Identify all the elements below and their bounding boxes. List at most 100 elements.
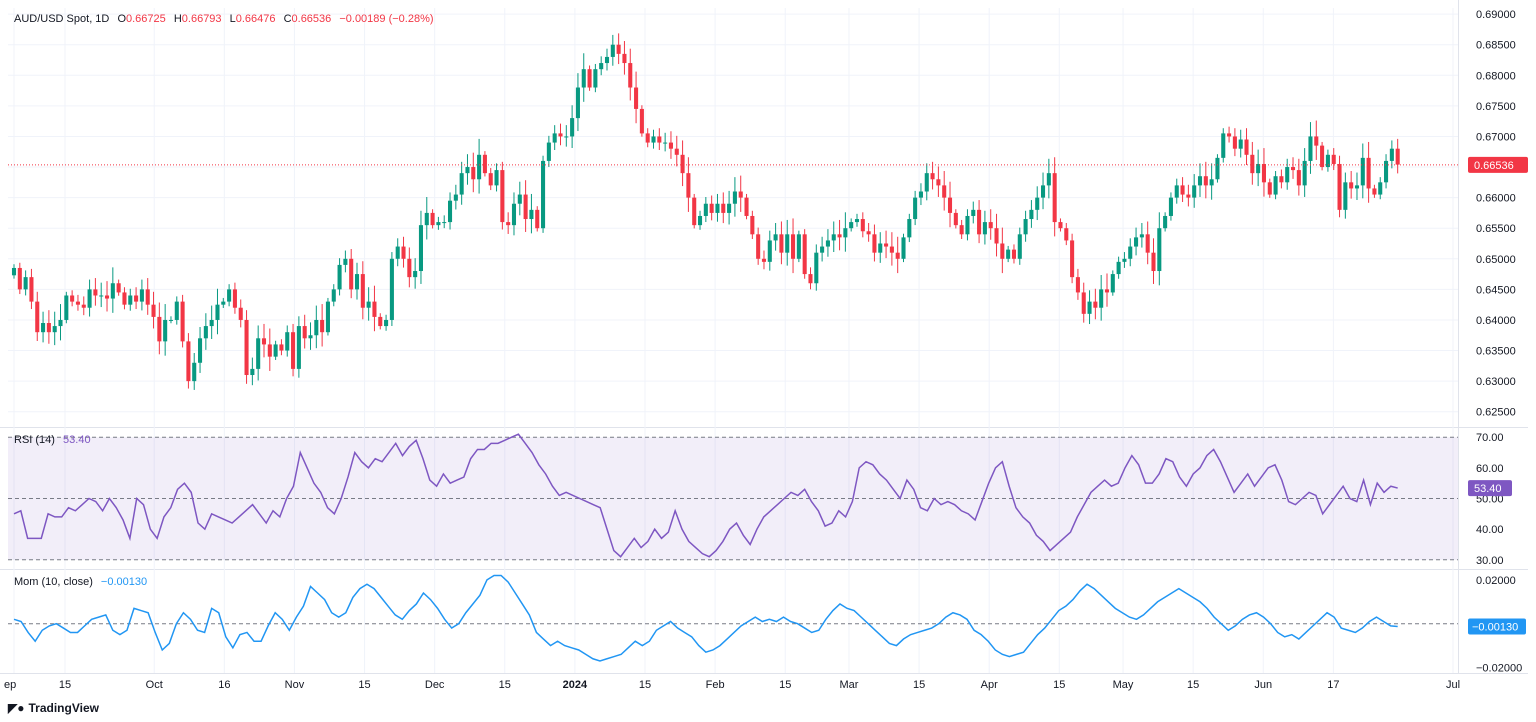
last-price-label: 0.66536 xyxy=(1474,160,1514,172)
candle-up xyxy=(831,234,836,241)
candle-up xyxy=(1017,234,1022,259)
candle-down xyxy=(506,222,511,226)
candle-down xyxy=(942,185,947,198)
candle-up xyxy=(1221,133,1226,158)
time-tick-label: Jun xyxy=(1254,679,1272,691)
mom-value-tag-label: −0.00130 xyxy=(1472,622,1518,634)
candle-up xyxy=(337,264,342,290)
candle-down xyxy=(279,344,284,351)
candle-down xyxy=(81,304,86,308)
candle-up xyxy=(331,289,336,302)
candle-up xyxy=(366,301,371,308)
brand-name: TradingView xyxy=(28,701,99,715)
candle-down xyxy=(953,212,958,226)
price-tick-label: 0.64000 xyxy=(1476,315,1516,327)
candle-down xyxy=(145,289,150,305)
candle-up xyxy=(727,203,732,213)
candle-up xyxy=(593,69,598,88)
candle-up xyxy=(314,319,319,336)
candle-up xyxy=(453,194,458,201)
time-tick-label: Nov xyxy=(285,679,305,691)
candle-up xyxy=(1389,148,1394,161)
candle-down xyxy=(1081,292,1086,314)
candle-down xyxy=(244,319,249,376)
candle-up xyxy=(221,301,226,305)
candle-up xyxy=(1325,154,1330,168)
candle-up xyxy=(785,234,790,253)
candle-down xyxy=(1366,157,1371,189)
candle-down xyxy=(1337,163,1342,210)
price-tick-label: 0.68500 xyxy=(1476,40,1516,52)
candle-up xyxy=(663,142,668,144)
candle-up xyxy=(1046,173,1051,186)
candle-up xyxy=(436,222,441,226)
candle-up xyxy=(1099,289,1104,308)
candle-down xyxy=(639,108,644,134)
momentum-pane xyxy=(8,574,1458,662)
symbol-label: AUD/USD Spot, 1D xyxy=(14,13,110,25)
candle-up xyxy=(511,203,517,226)
candle-down xyxy=(1267,182,1272,195)
low-label: L0.66476 xyxy=(229,13,276,25)
candle-up xyxy=(110,283,115,299)
candle-down xyxy=(808,274,813,284)
candle-up xyxy=(971,209,976,216)
open-value: 0.66725 xyxy=(126,13,166,25)
candle-up xyxy=(389,258,394,320)
time-tick-label: 15 xyxy=(779,679,791,691)
change-value: −0.00189 (−0.28%) xyxy=(339,13,434,25)
candle-down xyxy=(35,301,40,333)
candle-up xyxy=(796,234,801,259)
candle-down xyxy=(616,44,621,54)
mom-value-tag xyxy=(1468,618,1526,635)
candle-up xyxy=(564,136,569,138)
last-price-tag xyxy=(1468,156,1528,173)
rsi-line xyxy=(13,433,1398,558)
mom-legend: Mom (10, close) −0.00130 xyxy=(14,576,152,588)
candle-down xyxy=(750,215,755,235)
rsi-label: RSI (14) xyxy=(14,434,55,446)
candle-down xyxy=(947,197,953,213)
rsi-tick-label: 50.00 xyxy=(1476,494,1504,506)
momentum-line xyxy=(13,574,1398,662)
candle-up xyxy=(285,332,290,351)
candle-up xyxy=(1302,160,1307,186)
candle-up xyxy=(546,142,551,161)
candle-up xyxy=(203,326,208,339)
candle-up xyxy=(581,69,586,88)
candle-down xyxy=(686,173,691,198)
candle-up xyxy=(23,277,28,290)
time-tick-label: Jul xyxy=(1446,679,1460,691)
candle-down xyxy=(1011,249,1017,259)
price-tick-label: 0.69000 xyxy=(1476,9,1516,21)
candle-up xyxy=(1087,301,1092,314)
time-tick-label: 16 xyxy=(218,679,230,691)
candle-up xyxy=(1110,274,1115,293)
candle-up xyxy=(703,203,708,216)
candle-up xyxy=(11,267,17,276)
high-value: 0.66793 xyxy=(181,13,222,25)
candle-down xyxy=(779,234,784,253)
candle-up xyxy=(215,304,220,320)
tradingview-brand[interactable]: ◤● TradingView xyxy=(8,701,99,715)
candle-down xyxy=(1372,188,1377,195)
price-tick-label: 0.67500 xyxy=(1476,101,1516,113)
candle-down xyxy=(959,225,964,235)
candle-up xyxy=(459,173,464,195)
candle-up xyxy=(1174,185,1179,198)
candle-down xyxy=(349,258,354,290)
candle-up xyxy=(1238,139,1243,149)
mom-tick-label: −0.02000 xyxy=(1476,663,1522,675)
candle-up xyxy=(570,118,575,137)
candle-down xyxy=(889,246,894,253)
candle-up xyxy=(825,240,830,247)
candle-up xyxy=(1343,182,1348,210)
rsi-value-tag-label: 53.40 xyxy=(1474,483,1502,495)
candle-down xyxy=(721,203,726,213)
candle-up xyxy=(1384,160,1389,183)
candle-down xyxy=(1290,167,1296,171)
candle-down xyxy=(70,295,75,302)
candle-up xyxy=(599,63,604,70)
candle-down xyxy=(430,212,435,226)
